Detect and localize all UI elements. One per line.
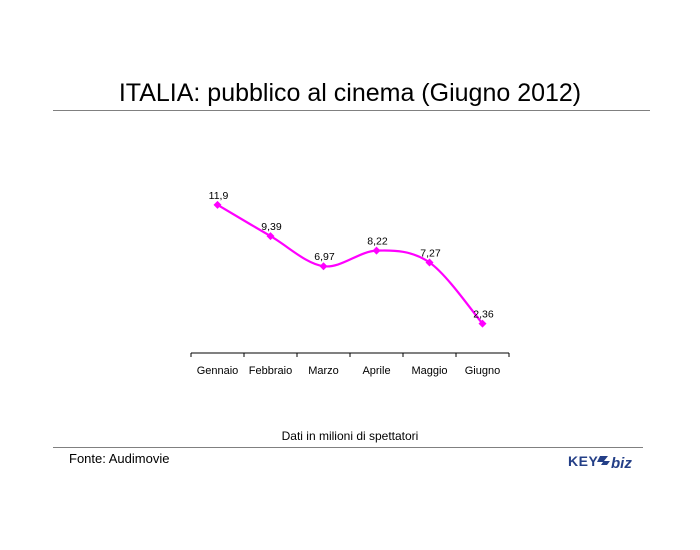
data-label-febbraio: 9,39 bbox=[261, 221, 282, 233]
data-label-marzo: 6,97 bbox=[314, 251, 335, 263]
x-axis bbox=[190, 352, 510, 357]
data-point-marzo bbox=[319, 262, 328, 271]
x-tick-label-aprile: Aprile bbox=[362, 365, 390, 377]
footer-divider bbox=[53, 447, 643, 448]
chart-title: ITALIA: pubblico al cinema (Giugno 2012) bbox=[118, 79, 582, 107]
data-label-maggio: 7,27 bbox=[420, 247, 441, 259]
data-marker-group bbox=[213, 200, 487, 328]
series-line bbox=[216, 203, 484, 325]
logo-biz-text: biz bbox=[611, 455, 632, 472]
title-divider bbox=[53, 110, 650, 111]
data-point-gennaio bbox=[213, 200, 222, 209]
x-tick-label-giugno: Giugno bbox=[465, 365, 500, 377]
data-label-gennaio: 11,9 bbox=[209, 190, 229, 202]
x-tick-label-maggio: Maggio bbox=[411, 365, 447, 377]
x-tick-label-gennaio: Gennaio bbox=[197, 365, 239, 377]
data-label-group: 11,9 9,39 6,97 8,22 7,27 2,36 bbox=[209, 190, 494, 321]
data-label-giugno: 2,36 bbox=[473, 309, 494, 321]
data-point-aprile bbox=[372, 246, 381, 255]
chart-note: Dati in milioni di spettatori bbox=[281, 429, 419, 443]
x-tick-label-febbraio: Febbraio bbox=[249, 365, 292, 377]
source-text: Fonte: Audimovie bbox=[69, 451, 170, 466]
x-tick-label-marzo: Marzo bbox=[308, 365, 339, 377]
data-label-aprile: 8,22 bbox=[367, 236, 388, 248]
key4biz-logo: KEY biz bbox=[568, 453, 632, 472]
series-line-group bbox=[216, 203, 484, 325]
data-point-maggio bbox=[425, 258, 434, 267]
data-point-giugno bbox=[478, 319, 487, 328]
logo-four-mark bbox=[597, 456, 610, 465]
x-tick-label-group: Gennaio Febbraio Marzo Aprile Maggio Giugno bbox=[197, 365, 501, 377]
logo-key-text: KEY bbox=[568, 453, 598, 469]
data-point-febbraio bbox=[266, 232, 275, 241]
